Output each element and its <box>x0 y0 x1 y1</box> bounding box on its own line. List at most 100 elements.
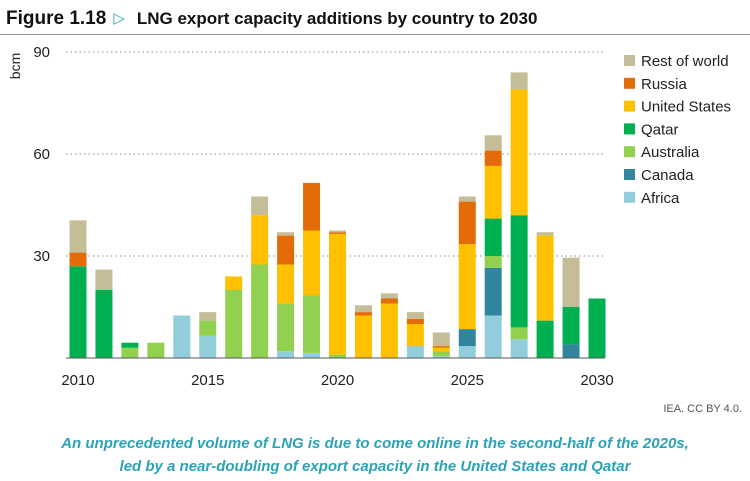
legend-swatch-canada <box>624 169 635 180</box>
legend-label-united-states: United States <box>641 99 731 116</box>
bar-segment-canada-2025 <box>458 329 476 347</box>
bar-segment-africa-2014 <box>173 315 191 358</box>
bar-segment-rest-of-world-2023 <box>406 312 424 319</box>
bar-segment-australia-2020 <box>329 354 346 358</box>
bar-segment-united-states-2023 <box>406 324 424 347</box>
legend-label-qatar: Qatar <box>641 121 679 138</box>
bar-segment-russia-2021 <box>354 312 372 316</box>
bar-segment-africa-2019 <box>303 352 321 358</box>
caption-line-2: led by a near-doubling of export capacit… <box>119 458 631 475</box>
x-tick-label: 2020 <box>321 372 354 389</box>
header-divider <box>0 34 750 35</box>
bar-segment-united-states-2020 <box>329 233 346 355</box>
bar-segment-russia-2020 <box>329 232 346 234</box>
bar-segment-africa-2027 <box>510 339 528 358</box>
bar-segment-united-states-2024 <box>432 347 450 352</box>
bar-segment-qatar-2028 <box>536 320 554 358</box>
bar-segment-australia-2026 <box>484 256 502 268</box>
bar-segment-qatar-2012 <box>121 342 139 348</box>
legend-swatch-qatar <box>624 123 635 135</box>
bar-segment-russia-2026 <box>484 150 502 166</box>
bar-segment-australia-2027 <box>510 327 528 340</box>
bar-segment-rest-of-world-2015 <box>199 312 217 321</box>
x-tick-label: 2015 <box>191 372 224 389</box>
bar-segment-rest-of-world-2021 <box>354 305 372 313</box>
bar-segment-russia-2023 <box>406 318 424 324</box>
bar-segment-united-states-2021 <box>354 315 372 358</box>
bar-segment-australia-2019 <box>303 295 321 353</box>
bar-segment-australia-2016 <box>225 290 243 358</box>
bar-segment-australia-2013 <box>147 342 165 358</box>
bar-segment-rest-of-world-2010 <box>69 220 87 253</box>
bar-segment-rest-of-world-2017 <box>251 196 269 216</box>
bar-segment-russia-2024 <box>432 346 450 348</box>
bar-segment-united-states-2026 <box>484 165 502 219</box>
legend-swatch-africa <box>624 191 635 203</box>
bar-segment-rest-of-world-2022 <box>380 293 398 299</box>
bar-segment-russia-2018 <box>277 235 295 265</box>
legend-swatch-rest-of-world <box>624 55 635 66</box>
bar-segment-rest-of-world-2025 <box>458 196 476 202</box>
triangle-right-outline-icon: ▷ <box>113 10 125 27</box>
source-credit: IEA. CC BY 4.0. <box>663 403 742 415</box>
bar-segment-qatar-2027 <box>510 215 528 328</box>
bar-segment-united-states-2016 <box>225 276 243 290</box>
bar-segment-qatar-2029 <box>562 307 580 345</box>
bar-segment-qatar-2010 <box>69 266 87 358</box>
bar-segment-united-states-2022 <box>380 303 398 358</box>
bar-segment-africa-2025 <box>458 346 476 358</box>
legend-swatch-united-states <box>624 100 635 112</box>
bar-segment-australia-2024 <box>432 351 450 357</box>
bar-segment-russia-2019 <box>303 182 321 231</box>
bar-segment-rest-of-world-2018 <box>277 232 295 236</box>
legend-swatch-russia <box>624 77 635 89</box>
legend-label-rest-of-world: Rest of world <box>641 53 729 70</box>
bar-segment-united-states-2027 <box>510 89 528 216</box>
bar-segment-australia-2015 <box>199 320 217 336</box>
bar-segment-qatar-2026 <box>484 218 502 256</box>
bar-segment-canada-2026 <box>484 267 502 316</box>
bar-segment-africa-2018 <box>277 351 295 358</box>
bar-segment-rest-of-world-2024 <box>432 332 450 347</box>
bar-segment-australia-2012 <box>121 347 139 358</box>
bar-segment-rest-of-world-2029 <box>562 257 580 307</box>
bar-segment-australia-2017 <box>251 264 269 358</box>
legend-label-africa: Africa <box>641 190 680 207</box>
legend-swatch-australia <box>624 146 635 158</box>
bar-segment-rest-of-world-2020 <box>329 230 346 233</box>
caption-line-1: An unprecedented volume of LNG is due to… <box>61 435 689 452</box>
bar-segment-rest-of-world-2027 <box>510 72 528 90</box>
legend-label-russia: Russia <box>641 76 688 93</box>
bar-segment-africa-2026 <box>484 315 502 358</box>
y-tick-label: 90 <box>33 44 50 61</box>
bar-segment-united-states-2017 <box>251 215 269 265</box>
figure-caption: An unprecedented volume of LNG is due to… <box>0 432 750 478</box>
y-tick-label: 60 <box>33 146 50 163</box>
y-axis-label: bcm <box>7 53 23 79</box>
bar-segment-qatar-2011 <box>95 290 113 358</box>
bar-segment-united-states-2019 <box>303 230 321 296</box>
figure-number: Figure 1.18 <box>6 8 107 29</box>
bar-segment-canada-2029 <box>562 344 580 358</box>
bar-segment-united-states-2028 <box>536 235 554 321</box>
legend-label-canada: Canada <box>641 167 694 184</box>
bar-segment-russia-2022 <box>380 298 398 304</box>
bar-segment-africa-2015 <box>199 335 217 358</box>
y-tick-label: 30 <box>33 248 50 265</box>
bar-segment-united-states-2018 <box>277 264 295 304</box>
bar-segment-russia-2025 <box>458 201 476 245</box>
bar-segment-rest-of-world-2028 <box>536 232 554 236</box>
x-tick-label: 2010 <box>61 372 94 389</box>
legend-label-australia: Australia <box>641 144 700 161</box>
x-tick-label: 2025 <box>451 372 484 389</box>
bar-segment-rest-of-world-2011 <box>95 269 113 290</box>
x-tick-label: 2030 <box>580 372 613 389</box>
chart-area: 30 60 90 bcm 2010 2015 2020 2025 2030 Rest of wor… <box>7 44 731 389</box>
bar-segment-australia-2018 <box>277 303 295 352</box>
bar-segment-qatar-2030 <box>588 298 606 358</box>
bar-segment-russia-2010 <box>69 252 87 267</box>
figure-header: Figure 1.18 ▷ LNG export capacity additi… <box>6 4 744 34</box>
bar-segment-africa-2024 <box>432 356 450 358</box>
bar-segment-rest-of-world-2026 <box>484 135 502 151</box>
bar-segment-united-states-2025 <box>458 244 476 330</box>
